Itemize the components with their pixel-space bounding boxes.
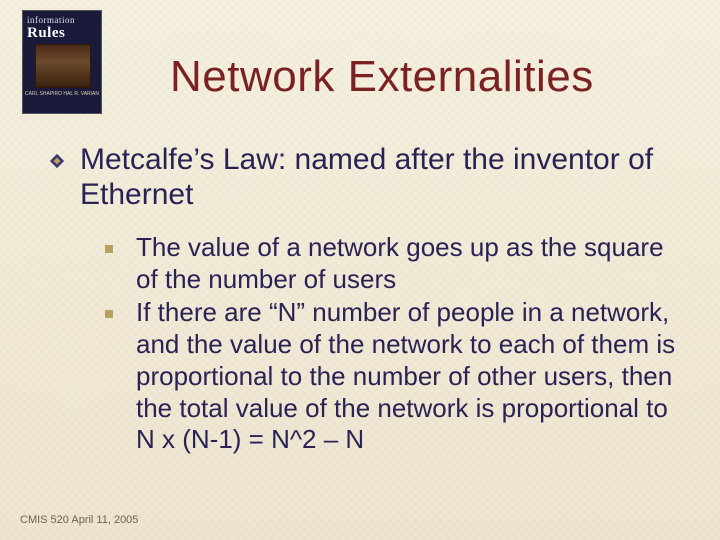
slide-title: Network Externalities (170, 52, 594, 102)
square-bullet-icon (104, 309, 114, 319)
sub-bullet-list: The value of a network goes up as the sq… (104, 232, 680, 458)
square-bullet-icon (104, 244, 114, 254)
list-item: If there are “N” number of people in a n… (104, 297, 680, 456)
sub-bullet-text: If there are “N” number of people in a n… (136, 297, 680, 456)
slide-footer: CMIS 520 April 11, 2005 (20, 514, 138, 526)
book-authors: CARL SHAPIRO HAL R. VARIAN (23, 90, 101, 98)
book-top-text: information (23, 11, 101, 25)
sub-bullet-text: The value of a network goes up as the sq… (136, 232, 680, 295)
bullet-level1: Metcalfe’s Law: named after the inventor… (48, 142, 690, 213)
book-title: Rules (23, 25, 101, 42)
list-item: The value of a network goes up as the sq… (104, 232, 680, 295)
slide: information Rules CARL SHAPIRO HAL R. VA… (0, 0, 720, 540)
book-image (35, 44, 91, 88)
diamond-bullet-icon (48, 152, 66, 170)
bullet-text: Metcalfe’s Law: named after the inventor… (80, 142, 690, 213)
book-cover: information Rules CARL SHAPIRO HAL R. VA… (22, 10, 102, 114)
